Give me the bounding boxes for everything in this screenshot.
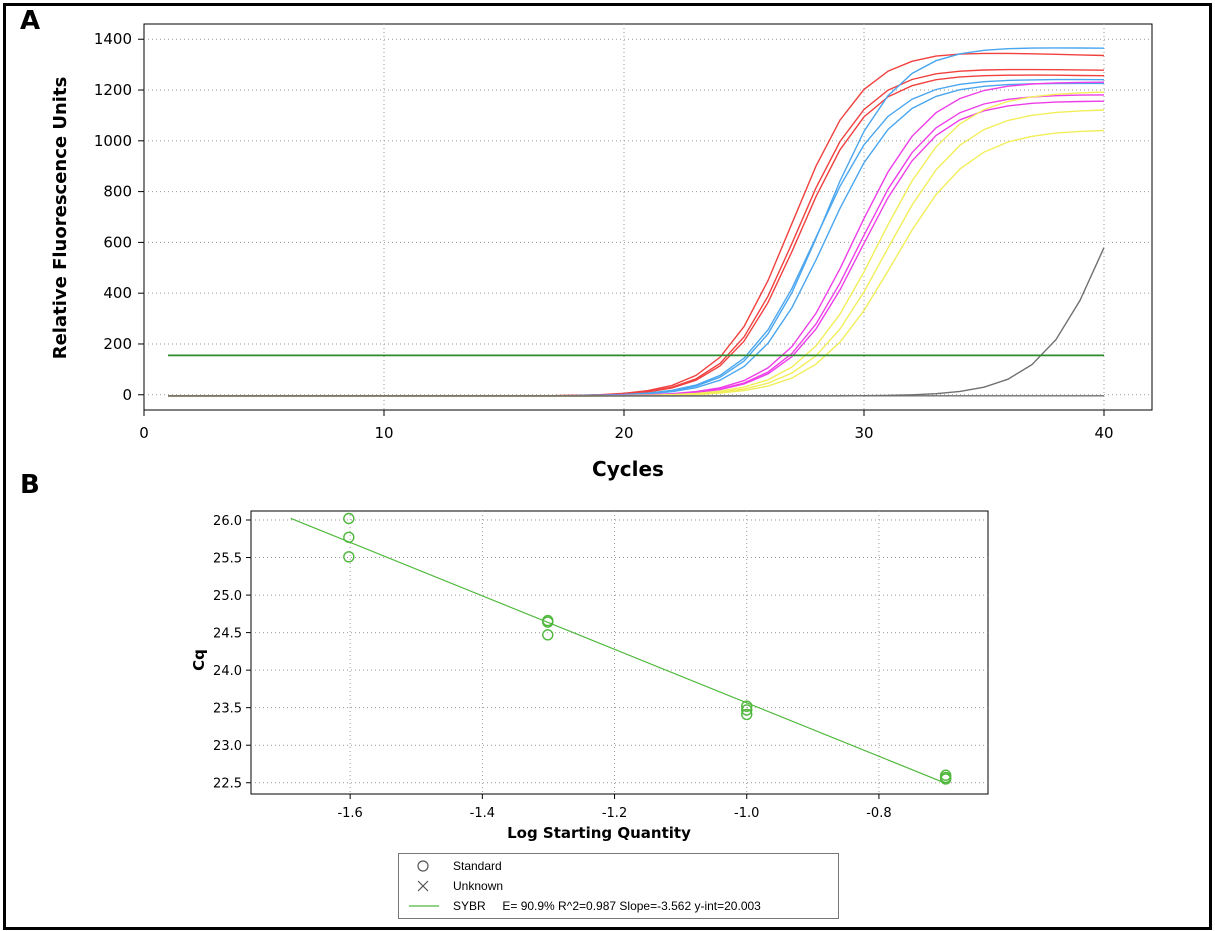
panel-a-letter: A: [20, 6, 41, 36]
y-tick-label: 800: [103, 183, 132, 201]
legend-item-sybr: SYBR E= 90.9% R^2=0.987 Slope=-3.562 y-i…: [399, 896, 838, 916]
grid-a: [144, 24, 1152, 410]
y-tick-label: 400: [103, 284, 132, 302]
y-tick-label: 600: [103, 233, 132, 251]
x-axis-title-a: Cycles: [592, 457, 664, 481]
legend-b: Standard Unknown SYBR E= 90.9% R^2=0.987…: [398, 853, 839, 919]
legend-item-unknown: Unknown: [399, 876, 838, 896]
y-tick-label: 1400: [94, 30, 132, 48]
y-tick-label: 0: [122, 386, 132, 404]
legend-label-unknown: Unknown: [453, 879, 504, 893]
y-axis-title-a: Relative Fluorescence Units: [50, 77, 71, 360]
legend-label-standard: Standard: [453, 859, 502, 873]
x-tick-label: 10: [374, 424, 393, 442]
amplification-curves: [168, 47, 1105, 397]
cross-icon: [417, 880, 429, 892]
legend-item-standard: Standard: [399, 856, 838, 876]
y-tick-label: 1200: [94, 81, 132, 99]
panel-b-letter: B: [20, 470, 40, 500]
x-tick-label: 30: [854, 424, 873, 442]
y-tick-label: 1000: [94, 132, 132, 150]
circle-icon: [417, 860, 429, 872]
y-tick-label: 200: [103, 335, 132, 353]
x-tick-label: 20: [614, 424, 633, 442]
line-icon: [409, 905, 439, 907]
legend-label-sybr: SYBR E= 90.9% R^2=0.987 Slope=-3.562 y-i…: [453, 899, 761, 913]
x-tick-label: 0: [139, 424, 149, 442]
x-tick-label: 40: [1094, 424, 1113, 442]
plot-area-a: [143, 23, 1153, 411]
